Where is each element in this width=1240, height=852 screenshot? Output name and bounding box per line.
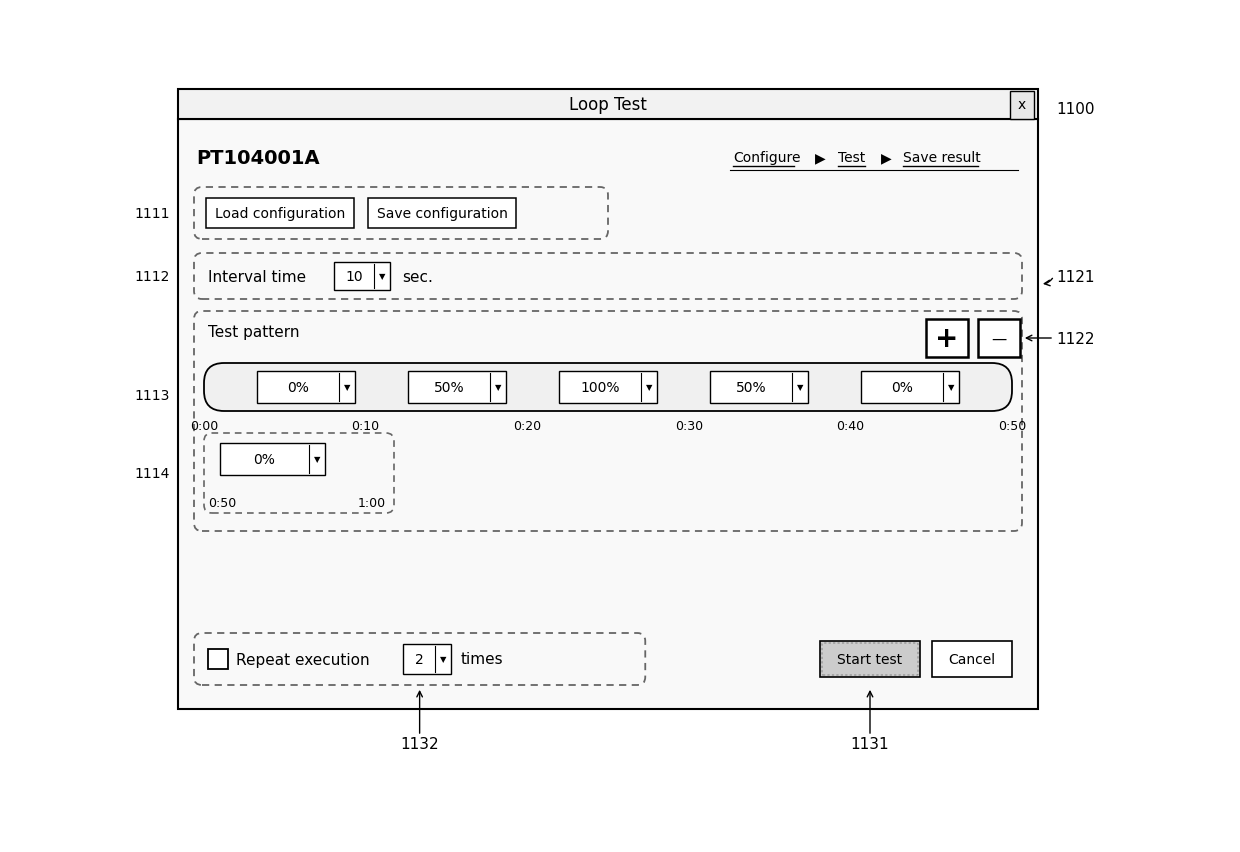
Text: ▼: ▼ [440, 654, 446, 664]
Text: 0:20: 0:20 [513, 419, 542, 432]
Text: Cancel: Cancel [949, 653, 996, 666]
Text: sec.: sec. [402, 269, 433, 285]
Bar [219, 444, 325, 475]
Text: 1132: 1132 [401, 737, 439, 751]
Bar [208, 649, 228, 669]
Text: ▶: ▶ [815, 151, 826, 164]
Text: x: x [1018, 98, 1027, 112]
Text: 1114: 1114 [135, 466, 170, 481]
Bar [179, 90, 1038, 120]
Text: 50%: 50% [735, 381, 766, 394]
Text: Start test: Start test [837, 653, 903, 666]
Bar [206, 199, 353, 228]
Text: ▼: ▼ [947, 383, 955, 392]
Text: 10: 10 [345, 270, 363, 284]
Bar [179, 120, 1038, 709]
Text: 0:40: 0:40 [836, 419, 864, 432]
Text: 1113: 1113 [135, 389, 170, 402]
Bar [926, 320, 968, 358]
Bar [257, 371, 355, 404]
Text: 0:10: 0:10 [351, 419, 379, 432]
Text: Configure: Configure [733, 151, 801, 164]
Bar [1011, 92, 1034, 120]
Text: 1100: 1100 [1056, 102, 1095, 118]
Text: Loop Test: Loop Test [569, 96, 647, 114]
Text: 0:00: 0:00 [190, 419, 218, 432]
Text: Save configuration: Save configuration [377, 207, 507, 221]
Bar [334, 262, 391, 291]
Text: ▼: ▼ [646, 383, 652, 392]
Text: Save result: Save result [903, 151, 981, 164]
Text: 0:50: 0:50 [208, 497, 237, 509]
Text: ▼: ▼ [495, 383, 501, 392]
Text: 0:30: 0:30 [675, 419, 703, 432]
FancyBboxPatch shape [205, 364, 1012, 412]
Text: times: times [461, 652, 503, 667]
Text: 1121: 1121 [1056, 269, 1095, 285]
Text: 0%: 0% [253, 452, 275, 466]
Bar [368, 199, 516, 228]
Text: ▼: ▼ [378, 272, 386, 281]
Text: 1122: 1122 [1056, 331, 1095, 346]
Bar [711, 371, 808, 404]
Text: +: + [935, 325, 959, 353]
Bar [978, 320, 1021, 358]
Text: 0%: 0% [892, 381, 913, 394]
Bar [861, 371, 959, 404]
Text: 0%: 0% [288, 381, 309, 394]
Bar [559, 371, 657, 404]
Text: Repeat execution: Repeat execution [236, 652, 370, 667]
Text: 1112: 1112 [135, 270, 170, 284]
Text: ▼: ▼ [797, 383, 804, 392]
Bar [403, 644, 451, 674]
Bar [932, 642, 1012, 677]
Text: ▶: ▶ [880, 151, 892, 164]
Text: 50%: 50% [434, 381, 464, 394]
Text: 0:50: 0:50 [998, 419, 1027, 432]
Text: Test pattern: Test pattern [208, 324, 300, 339]
Text: ▼: ▼ [314, 455, 320, 464]
Text: 2: 2 [414, 653, 423, 666]
Text: Test: Test [838, 151, 866, 164]
Text: —: — [991, 331, 1007, 346]
Text: 1:00: 1:00 [358, 497, 386, 509]
Text: PT104001A: PT104001A [196, 148, 320, 167]
Text: Load configuration: Load configuration [215, 207, 345, 221]
Text: Interval time: Interval time [208, 269, 306, 285]
Text: 1111: 1111 [134, 207, 170, 221]
Bar [820, 642, 920, 677]
Text: 1131: 1131 [851, 737, 889, 751]
Bar [408, 371, 506, 404]
Text: ▼: ▼ [343, 383, 350, 392]
Text: 100%: 100% [580, 381, 620, 394]
